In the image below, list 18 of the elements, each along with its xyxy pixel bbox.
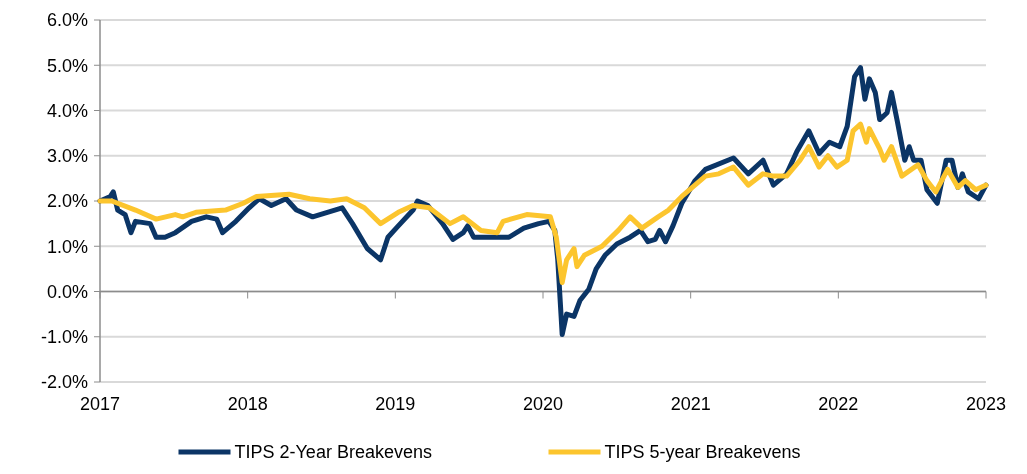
y-tick-label: 1.0%	[46, 236, 88, 257]
x-tick-label: 2017	[79, 394, 121, 414]
x-tick-label: 2019	[375, 394, 416, 414]
y-tick-label: -2.0%	[40, 372, 88, 393]
x-tick-label: 2020	[522, 394, 564, 414]
y-tick-label: 5.0%	[46, 55, 88, 76]
legend-label: TIPS 2-Year Breakevens	[234, 442, 432, 462]
y-tick-label: 3.0%	[46, 146, 88, 167]
y-tick-label: 4.0%	[46, 100, 88, 121]
x-tick-label: 2018	[227, 394, 268, 414]
x-tick-label: 2022	[818, 394, 859, 414]
x-tick-label: 2023	[965, 394, 1007, 414]
legend-label: TIPS 5-year Breakevens	[604, 442, 801, 462]
x-tick-label: 2021	[670, 394, 711, 414]
y-tick-label: 2.0%	[46, 191, 88, 212]
y-tick-label: 6.0%	[46, 10, 88, 31]
y-tick-label: 0.0%	[46, 281, 88, 302]
y-tick-label: -1.0%	[40, 327, 88, 348]
